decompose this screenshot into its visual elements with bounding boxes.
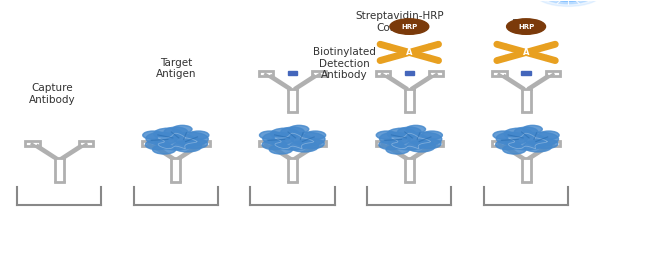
- Circle shape: [146, 140, 170, 150]
- Text: Streptavidin-HRP
Complex: Streptavidin-HRP Complex: [356, 11, 444, 33]
- Circle shape: [164, 127, 187, 136]
- Circle shape: [406, 125, 426, 133]
- Circle shape: [143, 131, 164, 139]
- Circle shape: [379, 140, 404, 150]
- Text: HRP: HRP: [518, 24, 534, 30]
- Circle shape: [493, 131, 514, 139]
- Circle shape: [506, 19, 545, 34]
- Circle shape: [417, 139, 441, 149]
- Circle shape: [546, 0, 590, 2]
- Circle shape: [380, 132, 411, 145]
- Circle shape: [533, 139, 558, 149]
- Circle shape: [390, 19, 429, 34]
- Circle shape: [173, 125, 192, 133]
- Circle shape: [281, 127, 304, 136]
- Circle shape: [188, 131, 209, 139]
- Circle shape: [407, 141, 436, 152]
- Text: A: A: [406, 48, 413, 57]
- Text: TMB: TMB: [512, 19, 534, 29]
- Circle shape: [174, 132, 208, 146]
- Circle shape: [263, 132, 294, 145]
- Circle shape: [523, 125, 542, 133]
- Circle shape: [495, 140, 520, 150]
- Circle shape: [541, 0, 595, 4]
- Text: Biotinylated
Detection
Antibody: Biotinylated Detection Antibody: [313, 47, 376, 80]
- Circle shape: [496, 132, 527, 145]
- Circle shape: [154, 128, 182, 140]
- Text: Capture
Antibody: Capture Antibody: [29, 83, 76, 105]
- Circle shape: [505, 133, 547, 150]
- Circle shape: [262, 140, 287, 150]
- Circle shape: [153, 145, 176, 154]
- Circle shape: [538, 131, 559, 139]
- Circle shape: [514, 127, 538, 136]
- Circle shape: [269, 145, 292, 154]
- Text: A: A: [523, 48, 529, 57]
- Text: Target
Antigen: Target Antigen: [155, 57, 196, 79]
- Circle shape: [259, 131, 280, 139]
- Circle shape: [300, 139, 324, 149]
- Circle shape: [183, 139, 207, 149]
- Circle shape: [270, 128, 299, 140]
- Circle shape: [146, 132, 177, 145]
- Circle shape: [408, 132, 442, 146]
- Text: HRP: HRP: [401, 24, 417, 30]
- Circle shape: [376, 131, 397, 139]
- Circle shape: [155, 133, 196, 150]
- Circle shape: [291, 132, 325, 146]
- Circle shape: [290, 141, 318, 152]
- Circle shape: [173, 141, 202, 152]
- Circle shape: [502, 145, 526, 154]
- Circle shape: [272, 133, 313, 150]
- Circle shape: [534, 0, 602, 6]
- Circle shape: [422, 131, 443, 139]
- Circle shape: [525, 132, 558, 146]
- Circle shape: [504, 128, 532, 140]
- Circle shape: [386, 145, 410, 154]
- Circle shape: [389, 133, 430, 150]
- Circle shape: [289, 125, 309, 133]
- Circle shape: [523, 141, 552, 152]
- Circle shape: [398, 127, 421, 136]
- Circle shape: [305, 131, 326, 139]
- Circle shape: [387, 128, 416, 140]
